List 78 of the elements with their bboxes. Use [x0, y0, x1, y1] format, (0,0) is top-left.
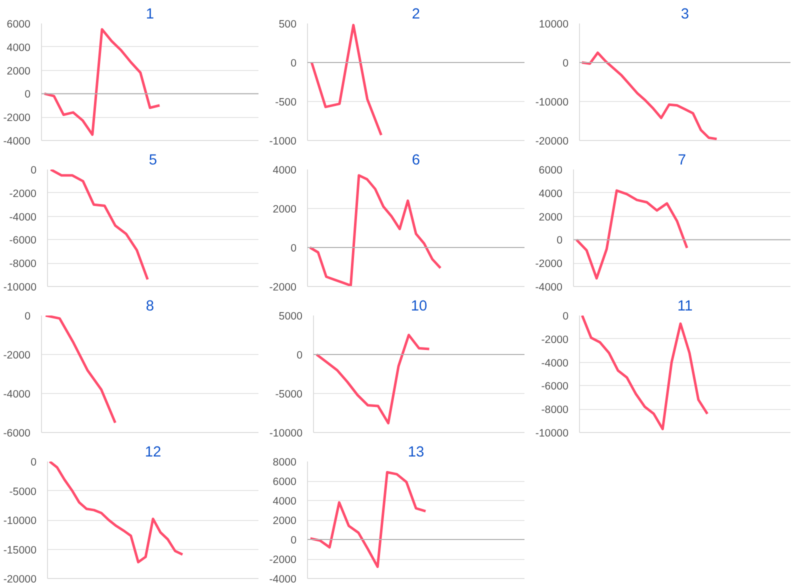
y-tick-label: -4000 — [3, 136, 31, 148]
y-tick-label: -5000 — [275, 388, 303, 400]
y-tick-label: -10000 — [3, 515, 37, 527]
line-series — [310, 24, 382, 136]
y-tick-label: -2000 — [3, 350, 31, 362]
line-series — [308, 174, 442, 286]
y-tick-label: 0 — [290, 534, 297, 546]
y-tick-label: 0 — [24, 88, 31, 101]
y-tick-label: 4000 — [272, 164, 297, 176]
y-tick-label: -4000 — [541, 357, 569, 370]
line-series — [580, 52, 718, 140]
y-tick-label: -4000 — [535, 282, 563, 294]
y-tick-label: -1000 — [269, 136, 297, 148]
y-tick-label: -4000 — [3, 388, 31, 400]
line-series — [580, 316, 709, 430]
chart-title: 1 — [146, 6, 154, 22]
y-tick-label: -2000 — [535, 258, 563, 270]
y-tick-label: 2000 — [6, 65, 31, 78]
line-series — [49, 170, 149, 281]
y-tick-label: -6000 — [9, 234, 37, 247]
y-tick-label: 6000 — [272, 476, 297, 488]
chart-title: 3 — [680, 6, 690, 22]
y-tick-label: -6000 — [3, 428, 31, 440]
line-series — [315, 334, 430, 424]
y-tick-label: 6000 — [538, 164, 563, 176]
y-tick-label: -2000 — [269, 282, 297, 294]
y-tick-label: -4000 — [269, 574, 297, 586]
y-tick-label: -4000 — [9, 211, 37, 224]
y-tick-label: 0 — [24, 310, 31, 322]
chart-title: 10 — [410, 298, 428, 314]
line-series — [309, 470, 427, 568]
y-tick-label: -8000 — [9, 258, 37, 270]
y-tick-label: -15000 — [3, 544, 37, 556]
y-tick-label: 5000 — [278, 310, 303, 322]
chart-title: 13 — [408, 444, 424, 460]
y-tick-label: 8000 — [272, 456, 297, 468]
y-tick-label: 6000 — [6, 18, 31, 30]
y-tick-label: -10000 — [3, 282, 37, 294]
y-tick-label: 0 — [290, 58, 297, 70]
y-tick-label: 500 — [278, 18, 297, 30]
y-tick-label: -10000 — [269, 428, 303, 440]
y-tick-label: -5000 — [9, 486, 37, 498]
y-tick-label: 0 — [562, 310, 569, 322]
y-tick-label: 4000 — [272, 496, 297, 508]
chart-title: 12 — [144, 444, 162, 460]
y-tick-label: 0 — [296, 350, 303, 362]
y-tick-label: 0 — [556, 234, 563, 247]
y-tick-label: 0 — [562, 58, 569, 70]
line-series — [43, 28, 161, 136]
y-tick-label: 2000 — [272, 204, 297, 216]
chart-title: 6 — [412, 152, 420, 168]
y-tick-label: 4000 — [6, 42, 31, 54]
chart-title: 11 — [677, 298, 693, 314]
y-tick-label: -2000 — [541, 334, 569, 346]
y-tick-label: 0 — [30, 456, 37, 468]
y-tick-label: -2000 — [3, 112, 31, 124]
y-tick-label: -20000 — [3, 574, 37, 586]
y-tick-label: 10000 — [538, 18, 569, 30]
y-tick-label: -10000 — [535, 428, 569, 440]
chart-title: 7 — [678, 152, 686, 168]
y-tick-label: 0 — [290, 242, 297, 254]
y-tick-label: -8000 — [541, 404, 569, 416]
y-tick-label: 2000 — [272, 515, 297, 527]
y-tick-label: -2000 — [269, 554, 297, 566]
line-series — [44, 316, 116, 424]
line-series — [575, 189, 688, 280]
chart-title: 2 — [412, 6, 420, 22]
y-tick-label: -20000 — [535, 136, 569, 148]
y-tick-label: -500 — [275, 96, 297, 108]
y-tick-label: -6000 — [541, 380, 569, 393]
y-tick-label: -2000 — [9, 188, 37, 200]
y-tick-label: -10000 — [535, 96, 569, 108]
y-tick-label: 0 — [30, 164, 37, 176]
chart-title: 8 — [146, 298, 154, 314]
chart-title: 5 — [148, 152, 158, 168]
y-tick-label: 4000 — [538, 188, 563, 200]
line-series — [48, 462, 184, 564]
y-tick-label: 2000 — [538, 211, 563, 224]
